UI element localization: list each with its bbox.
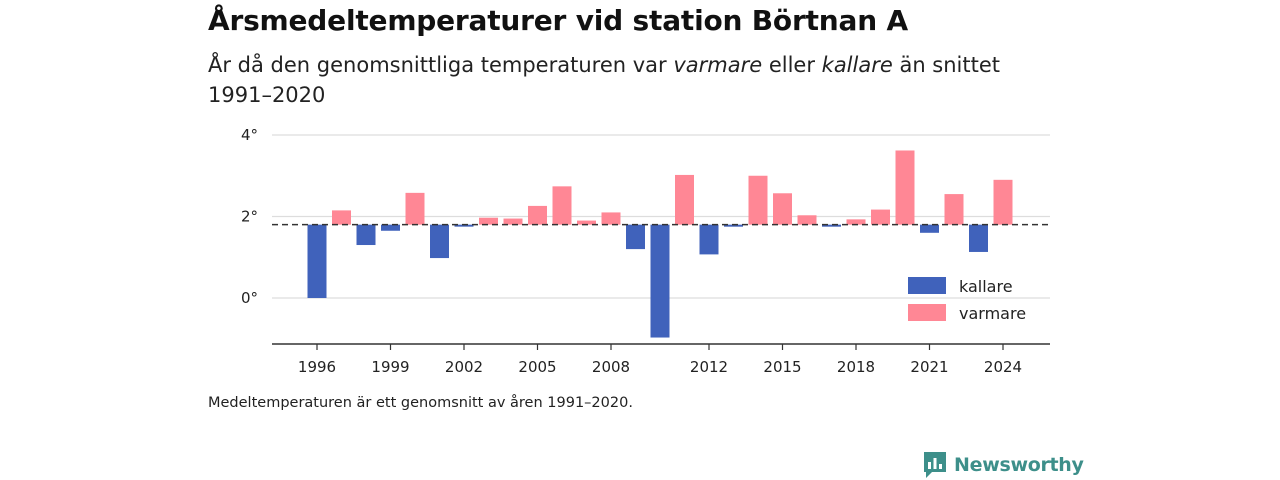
bar-warmer	[405, 192, 425, 225]
bar-warmer	[503, 218, 523, 225]
subtitle-part2: eller	[762, 53, 822, 77]
bar-colder	[307, 224, 327, 298]
x-tick-label: 2005	[518, 358, 556, 376]
bar-warmer	[871, 209, 890, 225]
x-tick-label: 2012	[690, 358, 728, 376]
bar-warmer	[797, 215, 817, 225]
bar-colder	[969, 224, 988, 252]
x-tick-label: 2002	[445, 358, 483, 376]
bar-colder	[650, 224, 670, 338]
bar-colder	[356, 224, 376, 246]
subtitle-part1: År då den genomsnittliga temperaturen va…	[208, 53, 674, 77]
bar-colder	[454, 224, 474, 227]
bar-warmer	[479, 217, 498, 225]
legend-swatch-warmer	[908, 304, 946, 321]
x-tick-label: 2024	[984, 358, 1022, 376]
chart-subtitle: År då den genomsnittliga temperaturen va…	[208, 50, 1038, 110]
y-tick-label: 2°	[241, 208, 258, 226]
bar-colder	[822, 224, 841, 227]
bar-colder	[381, 224, 400, 231]
x-tick-label: 2008	[592, 358, 630, 376]
bar-warmer	[748, 175, 768, 225]
bar-warmer	[895, 150, 915, 225]
x-tick-label: 2018	[837, 358, 875, 376]
x-tick-label: 1999	[371, 358, 409, 376]
x-tick-label: 2021	[910, 358, 948, 376]
x-tick-label: 2015	[763, 358, 801, 376]
newsworthy-logo-icon	[924, 452, 946, 478]
legend-label-warmer: varmare	[959, 304, 1026, 323]
subtitle-cold-word: kallare	[821, 53, 893, 77]
newsworthy-logo[interactable]: Newsworthy	[922, 450, 1084, 480]
bar-colder	[724, 224, 743, 227]
chart-title: Årsmedeltemperaturer vid station Börtnan…	[208, 4, 908, 37]
bar-colder	[626, 224, 645, 250]
y-tick-label: 0°	[241, 289, 258, 307]
subtitle-warm-word: varmare	[673, 53, 763, 77]
legend-label-colder: kallare	[959, 277, 1013, 296]
bar-warmer	[332, 210, 351, 225]
bar-colder	[699, 224, 719, 255]
bar-warmer	[601, 212, 621, 225]
bar-colder	[920, 224, 939, 233]
legend-swatch-colder	[908, 277, 946, 294]
y-tick-label: 4°	[241, 126, 258, 144]
newsworthy-logo-text: Newsworthy	[954, 454, 1084, 476]
chart-footnote: Medeltemperaturen är ett genomsnitt av å…	[208, 395, 633, 411]
subtitle-part3: än snittet 1991–2020	[208, 53, 1001, 107]
bar-warmer	[552, 186, 572, 225]
bar-warmer	[577, 220, 596, 225]
bar-warmer	[675, 174, 694, 225]
bar-warmer	[993, 179, 1013, 225]
x-tick-label: 1996	[298, 358, 336, 376]
bar-warmer	[773, 193, 792, 225]
bar-warmer	[528, 205, 547, 225]
bar-warmer	[846, 219, 866, 225]
bar-colder	[430, 224, 449, 259]
temperature-bar-chart: 0° 2° 4° 1996 1999 2002 2005 2008 2012 2015 2018 20…	[241, 126, 1050, 376]
bar-warmer	[944, 194, 964, 225]
